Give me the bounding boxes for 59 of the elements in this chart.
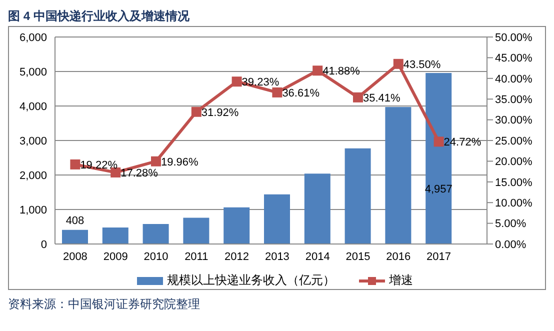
data-label: 17.28% xyxy=(120,167,158,180)
point xyxy=(70,159,80,170)
y2-tick-label: 25.00% xyxy=(495,135,533,148)
x-tick-label: 2014 xyxy=(305,250,330,263)
y-tick-label: 0 xyxy=(40,238,47,251)
y-tick-label: 1,000 xyxy=(19,204,47,216)
data-label: 31.92% xyxy=(201,106,239,119)
x-tick-label: 2010 xyxy=(144,250,168,263)
bar xyxy=(224,207,250,244)
bar xyxy=(344,148,371,244)
x-tick-label: 2015 xyxy=(346,250,370,263)
data-label: 43.50% xyxy=(403,58,441,71)
y-tick-label: 5,000 xyxy=(19,66,47,78)
data-label: 39.23% xyxy=(242,76,280,88)
x-tick-label: 2009 xyxy=(103,250,128,263)
bar xyxy=(62,230,88,244)
y2-tick-label: 15.00% xyxy=(495,176,533,189)
text: 资料来源：中国银河证券研究院整理 xyxy=(8,296,201,313)
x-tick-label: 2017 xyxy=(426,250,452,263)
point xyxy=(393,58,404,69)
point xyxy=(353,92,363,102)
bar xyxy=(142,224,169,244)
y-tick-label: 3,000 xyxy=(19,135,47,148)
y-tick-label: 4,000 xyxy=(19,100,47,113)
legend-label: 规模以上快递业务收入（亿元） xyxy=(166,272,335,289)
bar xyxy=(264,194,290,244)
y2-tick-label: 40.00% xyxy=(495,73,533,86)
x-tick-label: 2011 xyxy=(184,250,208,263)
y2-tick-label: 20.00% xyxy=(495,156,533,168)
bar xyxy=(304,174,330,244)
legend-label: 增速 xyxy=(388,272,413,289)
y2-tick-label: 45.00% xyxy=(495,52,533,65)
data-label: 408 xyxy=(66,214,84,227)
x-tick-label: 2013 xyxy=(264,250,290,263)
bar xyxy=(385,107,412,244)
point xyxy=(151,156,161,166)
point xyxy=(272,87,282,98)
y-tick-label: 6,000 xyxy=(19,32,47,44)
data-label: 19.96% xyxy=(161,156,199,168)
chart-title: 图 4 中国快递行业收入及增速情况 xyxy=(8,8,190,25)
data-label: 41.88% xyxy=(322,66,360,78)
x-tick-label: 2008 xyxy=(62,250,88,263)
y2-tick-label: 10.00% xyxy=(495,198,533,210)
y2-tick-label: 0.00% xyxy=(495,238,526,251)
point xyxy=(312,66,323,76)
y2-tick-label: 30.00% xyxy=(495,114,533,127)
x-tick-label: 2012 xyxy=(224,250,250,263)
bar xyxy=(183,218,210,244)
bar xyxy=(102,227,128,244)
point xyxy=(232,76,242,87)
y2-tick-label: 35.00% xyxy=(495,94,533,106)
y-tick-label: 2,000 xyxy=(19,170,47,182)
y2-tick-label: 5.00% xyxy=(495,218,526,230)
data-label: 36.61% xyxy=(282,87,320,100)
point xyxy=(191,106,202,117)
x-tick-label: 2016 xyxy=(386,250,411,263)
data-label: 35.41% xyxy=(363,92,401,104)
y2-tick-label: 50.00% xyxy=(495,32,533,44)
point xyxy=(434,136,444,147)
